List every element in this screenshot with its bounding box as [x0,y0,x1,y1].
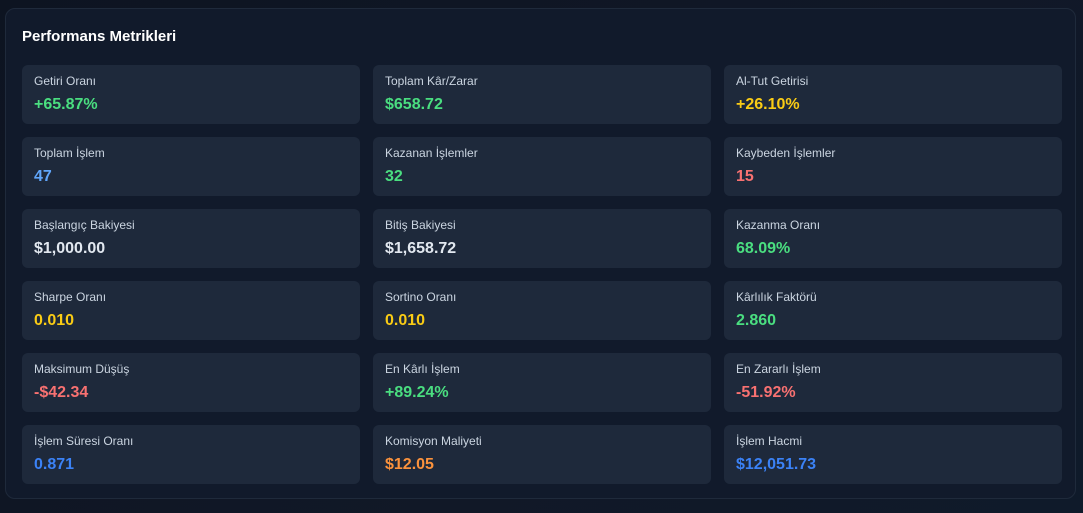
metric-value: $658.72 [385,96,443,113]
metric-card: Kârlılık Faktörü 2.860 [724,281,1062,340]
metric-card: Maksimum Düşüş -$42.34 [22,353,360,412]
metric-label: En Kârlı İşlem [385,362,460,376]
metrics-grid: Getiri Oranı +65.87% Toplam Kâr/Zarar $658.… [22,65,1062,484]
metrics-panel: Performans Metrikleri Getiri Oranı +65.87… [5,8,1076,499]
metric-card: İşlem Süresi Oranı 0.871 [22,425,360,484]
metric-card: Başlangıç Bakiyesi $1,000.00 [22,209,360,268]
metric-card: Kazanma Oranı 68.09% [724,209,1062,268]
panel-title: Performans Metrikleri [22,28,177,45]
metric-value: +65.87% [34,96,98,113]
metric-value: $1,658.72 [385,240,457,257]
metric-label: En Zararlı İşlem [736,362,821,376]
metric-card: Bitiş Bakiyesi $1,658.72 [373,209,711,268]
metric-card: İşlem Hacmi $12,051.73 [724,425,1062,484]
metric-value: +26.10% [736,96,800,113]
metric-card: Toplam Kâr/Zarar $658.72 [373,65,711,124]
metric-label: Kaybeden İşlemler [736,146,836,160]
metric-value: $1,000.00 [34,240,106,257]
metric-value: 68.09% [736,240,791,257]
metric-card: Kaybeden İşlemler 15 [724,137,1062,196]
metric-label: İşlem Hacmi [736,434,803,448]
metric-value: 2.860 [736,312,777,329]
metric-label: Getiri Oranı [34,74,97,88]
metric-label: Kazanan İşlemler [385,146,478,160]
metric-value: $12,051.73 [736,456,817,473]
metric-value: 0.010 [34,312,75,329]
metric-value: 0.871 [34,456,75,473]
metric-value: 47 [34,168,52,185]
metric-value: -$42.34 [34,384,89,401]
metric-card: Sharpe Oranı 0.010 [22,281,360,340]
metric-value: 32 [385,168,403,185]
metric-value: 15 [736,168,754,185]
metric-card: Toplam İşlem 47 [22,137,360,196]
metric-card: Kazanan İşlemler 32 [373,137,711,196]
metric-label: Komisyon Maliyeti [385,434,482,448]
metric-label: Maksimum Düşüş [34,362,130,376]
metric-value: +89.24% [385,384,449,401]
metric-value: -51.92% [736,384,796,401]
metric-label: Başlangıç Bakiyesi [34,218,135,232]
metric-card: Komisyon Maliyeti $12.05 [373,425,711,484]
metric-value: 0.010 [385,312,426,329]
metric-label: Kazanma Oranı [736,218,821,232]
metric-label: İşlem Süresi Oranı [34,434,134,448]
metric-label: Bitiş Bakiyesi [385,218,456,232]
metric-card: En Kârlı İşlem +89.24% [373,353,711,412]
metric-label: Toplam Kâr/Zarar [385,74,478,88]
metric-label: Toplam İşlem [34,146,105,160]
metric-card: Al-Tut Getirisi +26.10% [724,65,1062,124]
metric-label: Sharpe Oranı [34,290,107,304]
metric-card: Getiri Oranı +65.87% [22,65,360,124]
metric-label: Sortino Oranı [385,290,457,304]
metric-card: Sortino Oranı 0.010 [373,281,711,340]
metric-label: Kârlılık Faktörü [736,290,817,304]
metric-value: $12.05 [385,456,434,473]
metric-label: Al-Tut Getirisi [736,74,809,88]
metric-card: En Zararlı İşlem -51.92% [724,353,1062,412]
